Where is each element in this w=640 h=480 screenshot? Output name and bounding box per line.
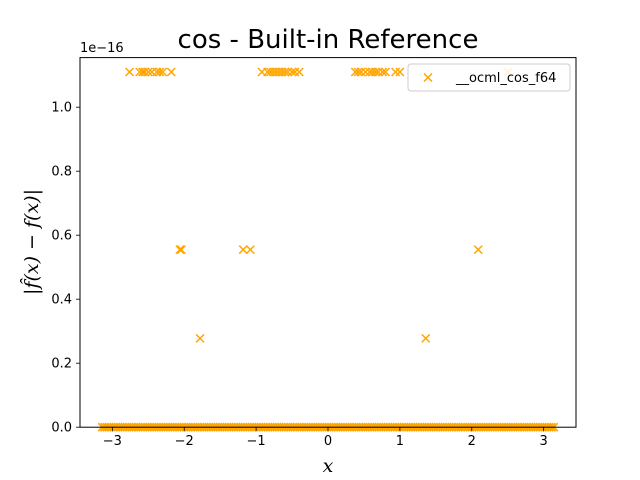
plot-frame bbox=[79, 57, 577, 428]
x-tick-label: 2 bbox=[468, 434, 476, 449]
x-axis: −3 −2 −1 0 1 2 3 bbox=[103, 427, 548, 449]
chart-title: cos - Built-in Reference bbox=[178, 25, 479, 55]
error-point bbox=[378, 67, 388, 77]
error-point bbox=[143, 67, 153, 77]
error-point bbox=[155, 67, 165, 77]
error-point bbox=[360, 67, 370, 77]
legend-label: __ocml_cos_f64 bbox=[455, 71, 556, 86]
x-axis-label: x bbox=[323, 455, 334, 477]
error-point bbox=[158, 67, 168, 77]
error-point bbox=[176, 245, 186, 255]
x-tick-label: −3 bbox=[103, 434, 122, 449]
y-tick-label: 0.4 bbox=[51, 293, 72, 308]
x-tick-label: 3 bbox=[540, 434, 548, 449]
error-point bbox=[238, 245, 248, 255]
x-tick-label: −1 bbox=[247, 434, 266, 449]
legend-box bbox=[407, 63, 571, 92]
y-tick-label: 0.6 bbox=[51, 229, 72, 244]
error-point bbox=[395, 67, 405, 77]
error-point bbox=[175, 245, 185, 255]
error-point bbox=[140, 67, 150, 77]
scatter-points bbox=[97, 67, 559, 432]
y-axis: 0.0 0.2 0.4 0.6 0.8 1.0 bbox=[51, 101, 80, 436]
error-point bbox=[195, 333, 205, 343]
error-point bbox=[125, 67, 135, 77]
legend-marker-x bbox=[423, 72, 433, 83]
error-point bbox=[421, 333, 431, 343]
y-tick-label: 0.0 bbox=[51, 421, 72, 436]
error-point bbox=[287, 67, 297, 77]
error-point bbox=[380, 67, 391, 77]
error-point bbox=[353, 67, 363, 77]
legend: __ocml_cos_f64 bbox=[407, 63, 571, 92]
y-tick-label: 1.0 bbox=[51, 101, 72, 116]
x-tick-label: 0 bbox=[324, 434, 332, 449]
y-tick-label: 0.8 bbox=[51, 165, 72, 180]
y-offset-text: 1e−16 bbox=[80, 41, 124, 56]
error-point bbox=[294, 67, 304, 77]
legend-marker bbox=[423, 72, 433, 83]
x-tick-label: −2 bbox=[175, 434, 194, 449]
y-tick-label: 0.2 bbox=[51, 357, 72, 372]
error-point bbox=[245, 245, 255, 255]
error-point bbox=[473, 245, 483, 255]
error-point bbox=[391, 67, 401, 77]
error-point bbox=[166, 67, 176, 77]
error-point bbox=[280, 67, 290, 77]
error-point bbox=[370, 67, 380, 77]
x-tick-label: 1 bbox=[396, 434, 404, 449]
y-axis-label: |f̂(x) − f(x)| bbox=[20, 189, 43, 295]
